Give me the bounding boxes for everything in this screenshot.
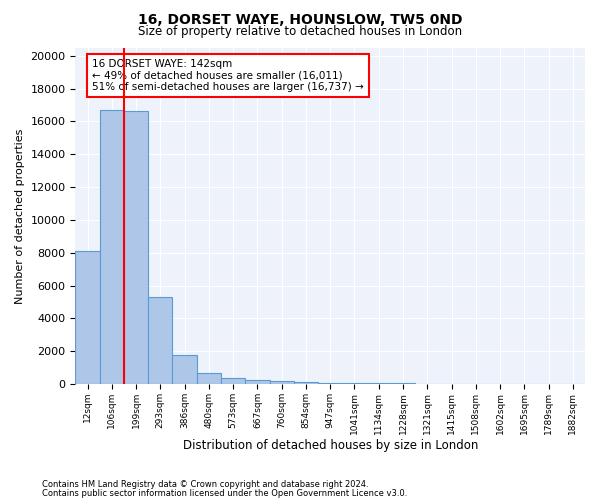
Bar bbox=[197, 373, 221, 384]
Bar bbox=[100, 110, 124, 384]
Bar bbox=[367, 383, 391, 384]
Bar bbox=[318, 382, 343, 384]
Text: Size of property relative to detached houses in London: Size of property relative to detached ho… bbox=[138, 25, 462, 38]
X-axis label: Distribution of detached houses by size in London: Distribution of detached houses by size … bbox=[182, 440, 478, 452]
Bar bbox=[148, 297, 172, 384]
Bar bbox=[221, 378, 245, 384]
Text: Contains HM Land Registry data © Crown copyright and database right 2024.: Contains HM Land Registry data © Crown c… bbox=[42, 480, 368, 489]
Bar bbox=[343, 383, 367, 384]
Bar bbox=[172, 354, 197, 384]
Bar bbox=[269, 382, 294, 384]
Text: 16, DORSET WAYE, HOUNSLOW, TW5 0ND: 16, DORSET WAYE, HOUNSLOW, TW5 0ND bbox=[138, 12, 462, 26]
Y-axis label: Number of detached properties: Number of detached properties bbox=[15, 128, 25, 304]
Bar bbox=[245, 380, 269, 384]
Text: 16 DORSET WAYE: 142sqm
← 49% of detached houses are smaller (16,011)
51% of semi: 16 DORSET WAYE: 142sqm ← 49% of detached… bbox=[92, 59, 364, 92]
Bar bbox=[76, 251, 100, 384]
Bar bbox=[294, 382, 318, 384]
Bar bbox=[124, 110, 148, 384]
Text: Contains public sector information licensed under the Open Government Licence v3: Contains public sector information licen… bbox=[42, 488, 407, 498]
